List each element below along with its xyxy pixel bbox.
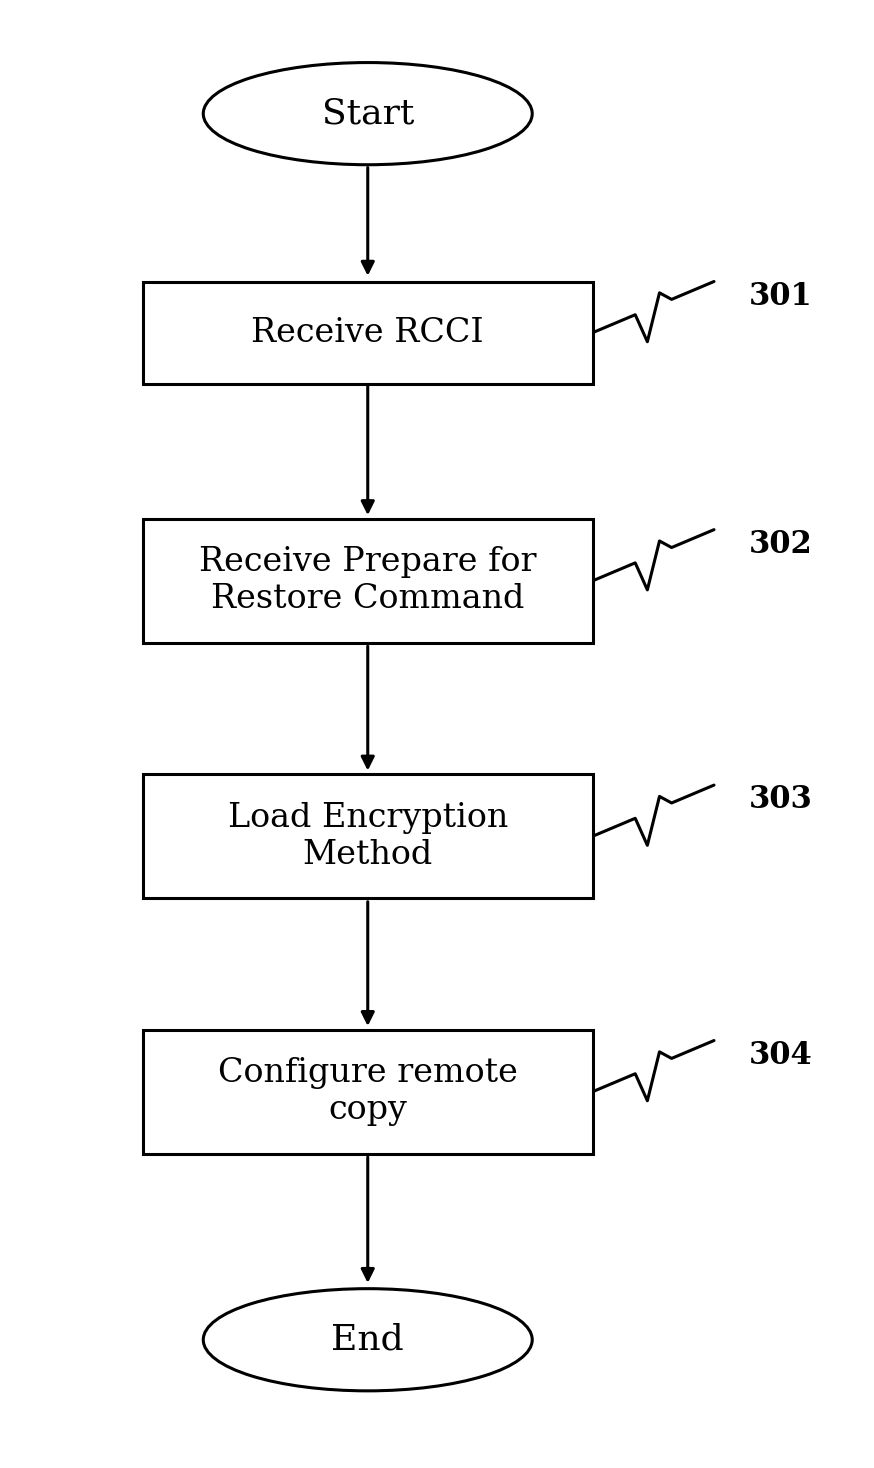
Text: Receive Prepare for
Restore Command: Receive Prepare for Restore Command (199, 546, 537, 615)
Text: End: End (331, 1323, 404, 1356)
Text: Configure remote
copy: Configure remote copy (218, 1057, 517, 1126)
FancyBboxPatch shape (142, 282, 593, 383)
Ellipse shape (204, 1289, 532, 1390)
FancyBboxPatch shape (142, 774, 593, 898)
FancyBboxPatch shape (142, 1029, 593, 1154)
Text: 303: 303 (749, 784, 813, 815)
Text: 302: 302 (749, 528, 813, 559)
Text: Load Encryption
Method: Load Encryption Method (227, 802, 508, 871)
Text: Receive RCCI: Receive RCCI (252, 317, 484, 348)
Text: 301: 301 (749, 280, 812, 311)
Text: 304: 304 (749, 1039, 813, 1070)
Ellipse shape (204, 63, 532, 164)
FancyBboxPatch shape (142, 518, 593, 643)
Text: Start: Start (322, 97, 414, 131)
